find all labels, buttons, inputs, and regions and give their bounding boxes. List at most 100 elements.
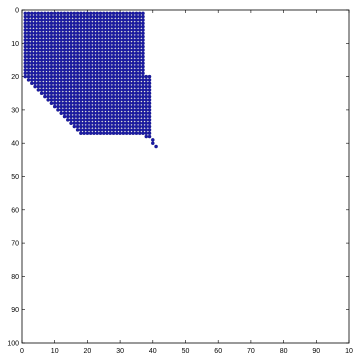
data-point (147, 88, 152, 92)
data-point (102, 88, 106, 92)
data-point (134, 41, 139, 46)
data-point (82, 14, 86, 19)
data-point (98, 108, 103, 112)
data-point (30, 64, 34, 69)
data-point (92, 54, 96, 59)
data-point (33, 21, 37, 26)
data-point (69, 78, 73, 82)
data-point (56, 31, 60, 36)
data-point (95, 68, 99, 72)
data-point (69, 94, 73, 99)
data-point (118, 121, 122, 125)
data-point (121, 58, 126, 62)
data-point (52, 104, 57, 109)
data-point (128, 64, 132, 69)
data-point (43, 94, 47, 99)
data-point (88, 121, 93, 125)
data-point (92, 18, 96, 22)
data-point (137, 124, 142, 129)
data-point (131, 128, 135, 132)
data-point (23, 34, 28, 39)
data-point (98, 41, 103, 46)
data-point (115, 124, 119, 129)
data-point (52, 71, 57, 76)
data-point (72, 41, 77, 46)
data-point (79, 94, 83, 99)
data-point (75, 21, 80, 26)
data-point (118, 98, 122, 102)
data-point (124, 108, 129, 112)
data-point (26, 44, 31, 49)
data-point (95, 101, 99, 105)
data-point (49, 98, 54, 102)
data-point (95, 58, 99, 62)
data-point (115, 28, 119, 32)
data-point (131, 21, 135, 26)
data-point (128, 34, 132, 39)
data-point (69, 61, 73, 66)
data-point (69, 98, 73, 102)
data-point (95, 81, 99, 86)
data-point (72, 31, 77, 36)
data-point (105, 121, 109, 125)
data-point (62, 24, 67, 29)
y-tick-label: 100 (7, 341, 19, 348)
data-point (118, 38, 122, 42)
data-point (124, 111, 129, 115)
data-point (39, 81, 44, 86)
data-point (56, 71, 60, 76)
data-point (26, 41, 31, 46)
data-point (92, 88, 96, 92)
data-point (52, 21, 57, 26)
data-point (26, 48, 31, 52)
data-point (66, 114, 70, 119)
data-point (66, 21, 70, 26)
data-point (134, 18, 139, 22)
y-tick-label: 40 (11, 141, 19, 148)
data-point (36, 31, 41, 36)
data-point (121, 38, 126, 42)
data-point (131, 124, 135, 129)
data-point (66, 84, 70, 89)
data-point (26, 74, 31, 79)
data-point (56, 44, 60, 49)
data-point (85, 78, 90, 82)
data-point (82, 48, 86, 52)
data-point (62, 41, 67, 46)
data-point (85, 11, 90, 16)
data-point (66, 18, 70, 22)
data-point (134, 81, 139, 86)
data-point (134, 94, 139, 99)
data-point (141, 41, 145, 46)
data-point (62, 91, 67, 96)
data-point (66, 48, 70, 52)
data-point (108, 121, 113, 125)
data-point (131, 31, 135, 36)
data-point (124, 61, 129, 66)
data-point (105, 64, 109, 69)
data-point (79, 31, 83, 36)
data-point (85, 104, 90, 109)
data-point (75, 44, 80, 49)
data-point (72, 34, 77, 39)
data-point (98, 58, 103, 62)
data-point (66, 111, 70, 115)
data-point (49, 74, 54, 79)
data-point (46, 81, 50, 86)
data-point (92, 128, 96, 132)
data-point (72, 111, 77, 115)
data-point (144, 118, 149, 122)
data-point (134, 98, 139, 102)
data-point (85, 108, 90, 112)
data-point (79, 44, 83, 49)
data-point (105, 101, 109, 105)
data-point (85, 94, 90, 99)
data-point (49, 21, 54, 26)
data-point (33, 61, 37, 66)
data-point (92, 14, 96, 19)
data-point (79, 68, 83, 72)
data-point (69, 41, 73, 46)
data-point (66, 104, 70, 109)
data-point (92, 11, 96, 16)
data-point (85, 91, 90, 96)
